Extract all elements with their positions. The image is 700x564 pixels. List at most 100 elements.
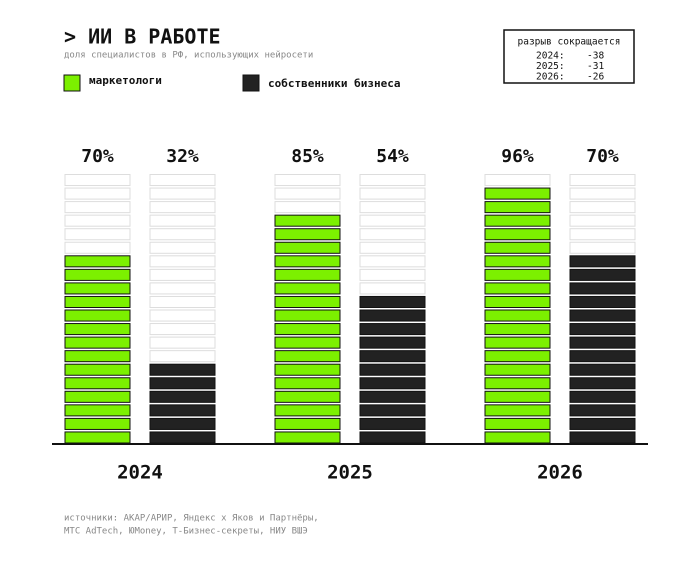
empty-block [359, 268, 426, 281]
bar-block [274, 323, 341, 336]
bar-block [484, 282, 551, 295]
empty-block [359, 241, 426, 254]
bar [569, 174, 636, 444]
empty-block [569, 214, 636, 227]
bar-block [274, 377, 341, 390]
gap-label: 2026: [536, 72, 565, 83]
bar-block [569, 390, 636, 403]
bar-block [64, 323, 131, 336]
x-tick-label: 2025 [327, 462, 373, 484]
empty-block [149, 309, 216, 322]
bar-block [484, 309, 551, 322]
bar-block [484, 350, 551, 363]
empty-block [64, 228, 131, 241]
bar-block [484, 268, 551, 281]
bar-block [64, 282, 131, 295]
empty-block [149, 214, 216, 227]
bar-block [149, 431, 216, 444]
bar-block [484, 390, 551, 403]
bar [149, 174, 216, 444]
bar-block [569, 431, 636, 444]
value-label: 70% [586, 146, 619, 167]
empty-block [569, 228, 636, 241]
gap-title: разрыв сокращается [518, 37, 621, 48]
bar-block [64, 404, 131, 417]
bar-block [569, 363, 636, 376]
bar-block [64, 336, 131, 349]
bar-block [274, 241, 341, 254]
bar-block [484, 431, 551, 444]
empty-block [149, 282, 216, 295]
bar-block [484, 336, 551, 349]
chart-title: > ИИ В РАБОТЕ [64, 25, 221, 49]
bar-block [149, 363, 216, 376]
bar-block [274, 228, 341, 241]
legend-swatch [63, 74, 81, 92]
empty-block [149, 255, 216, 268]
bar-block [274, 390, 341, 403]
gap-value: -26 [587, 72, 604, 83]
bar-block [569, 323, 636, 336]
bar-block [569, 377, 636, 390]
bar-block [484, 255, 551, 268]
bar-block [64, 417, 131, 430]
empty-block [569, 174, 636, 187]
empty-block [64, 214, 131, 227]
bar-block [484, 323, 551, 336]
x-tick-label: 2026 [537, 462, 583, 484]
gap-label: 2024: [536, 51, 565, 62]
bar-block [64, 268, 131, 281]
empty-block [64, 241, 131, 254]
bar-block [64, 255, 131, 268]
bar-block [484, 241, 551, 254]
bar-block [484, 187, 551, 200]
value-label: 96% [501, 146, 534, 167]
bar-block [484, 295, 551, 309]
bar-block [64, 390, 131, 403]
bar-block [64, 431, 131, 444]
bar-block [359, 363, 426, 376]
bar-block [484, 404, 551, 417]
bar-block [149, 404, 216, 417]
bar-block [274, 282, 341, 295]
bar-block [484, 214, 551, 227]
empty-block [359, 174, 426, 187]
chart-subtitle: доля специалистов в РФ, использующих ней… [64, 51, 313, 61]
x-tick-label: 2024 [117, 462, 163, 484]
legend-label: маркетологи [89, 74, 162, 87]
empty-block [274, 187, 341, 200]
value-label: 54% [376, 146, 409, 167]
bar-block [569, 268, 636, 281]
bar-block [274, 417, 341, 430]
legend-swatch [242, 74, 260, 92]
bar-block [484, 228, 551, 241]
bar-block [359, 431, 426, 444]
bar-block [274, 404, 341, 417]
bar [64, 174, 131, 444]
value-label: 70% [81, 146, 114, 167]
empty-block [359, 187, 426, 200]
empty-block [149, 174, 216, 187]
bar-block [359, 336, 426, 349]
empty-block [149, 295, 216, 309]
empty-block [274, 174, 341, 187]
legend-label: собственники бизнеса [268, 77, 400, 90]
bar-block [149, 390, 216, 403]
bar-block [569, 282, 636, 295]
bar-block [484, 377, 551, 390]
bar [484, 174, 551, 444]
source: МТС AdTech, ЮMoney, Т-Бизнес-секреты, НИ… [64, 527, 308, 537]
bar-block [64, 377, 131, 390]
bar-block [149, 417, 216, 430]
bar-block [274, 431, 341, 444]
empty-block [64, 201, 131, 214]
empty-block [359, 201, 426, 214]
empty-block [149, 323, 216, 336]
bar [274, 174, 341, 444]
empty-block [149, 241, 216, 254]
bar-block [359, 417, 426, 430]
empty-block [149, 228, 216, 241]
gap-value: -31 [587, 61, 604, 72]
bar-block [359, 295, 426, 309]
